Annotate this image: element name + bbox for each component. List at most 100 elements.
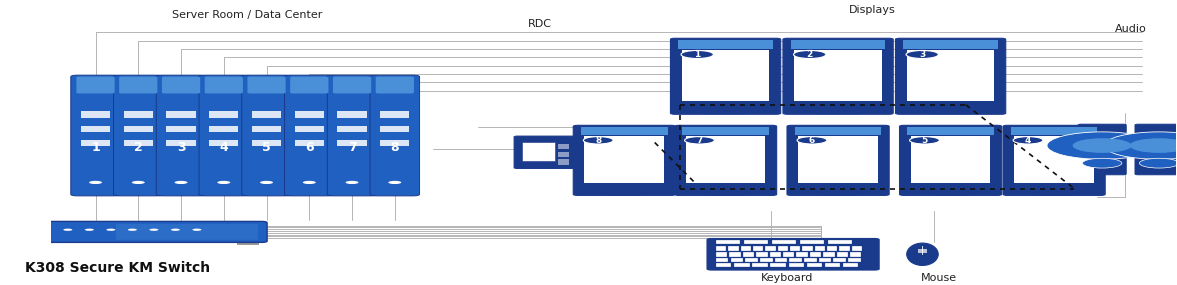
Bar bbox=[804, 258, 817, 262]
Bar bbox=[903, 40, 998, 49]
Text: Keyboard: Keyboard bbox=[762, 273, 813, 283]
Bar bbox=[166, 111, 195, 118]
Text: 1: 1 bbox=[694, 50, 700, 59]
FancyBboxPatch shape bbox=[0, 224, 18, 240]
FancyBboxPatch shape bbox=[241, 75, 291, 196]
Circle shape bbox=[218, 181, 231, 184]
Bar bbox=[752, 263, 767, 267]
Circle shape bbox=[260, 181, 273, 184]
Circle shape bbox=[584, 137, 613, 144]
Text: Audio: Audio bbox=[1115, 24, 1146, 34]
Bar bbox=[1051, 184, 1057, 192]
Bar bbox=[836, 184, 840, 192]
Text: 1: 1 bbox=[91, 141, 100, 154]
Bar bbox=[621, 184, 627, 192]
Bar bbox=[166, 140, 195, 146]
Text: RDC: RDC bbox=[528, 19, 552, 29]
Text: 2: 2 bbox=[134, 141, 142, 154]
FancyBboxPatch shape bbox=[0, 221, 267, 242]
FancyBboxPatch shape bbox=[929, 109, 972, 114]
Bar bbox=[681, 50, 770, 101]
FancyBboxPatch shape bbox=[573, 125, 676, 196]
Bar bbox=[81, 140, 111, 146]
Bar bbox=[581, 127, 667, 135]
Bar bbox=[757, 252, 767, 256]
FancyBboxPatch shape bbox=[1135, 124, 1177, 175]
Bar bbox=[852, 246, 862, 251]
Bar bbox=[558, 144, 570, 149]
Bar bbox=[814, 246, 825, 251]
Bar bbox=[753, 246, 764, 251]
Bar bbox=[819, 258, 831, 262]
Bar bbox=[585, 137, 664, 183]
Bar bbox=[947, 102, 953, 111]
Circle shape bbox=[1130, 138, 1177, 153]
FancyBboxPatch shape bbox=[375, 77, 414, 93]
FancyBboxPatch shape bbox=[931, 190, 971, 195]
Bar bbox=[806, 263, 822, 267]
Bar bbox=[829, 240, 852, 244]
Circle shape bbox=[171, 229, 180, 231]
Bar bbox=[338, 140, 367, 146]
Circle shape bbox=[1083, 158, 1122, 168]
FancyBboxPatch shape bbox=[787, 125, 889, 196]
Bar bbox=[294, 140, 324, 146]
FancyBboxPatch shape bbox=[707, 239, 879, 270]
FancyBboxPatch shape bbox=[199, 75, 248, 196]
FancyBboxPatch shape bbox=[327, 75, 377, 196]
Bar bbox=[745, 258, 758, 262]
Bar bbox=[740, 246, 751, 251]
Text: 2: 2 bbox=[806, 50, 813, 59]
Circle shape bbox=[128, 229, 137, 231]
Bar bbox=[791, 40, 885, 49]
Bar bbox=[210, 125, 239, 132]
Bar bbox=[124, 140, 153, 146]
Bar bbox=[743, 252, 754, 256]
FancyBboxPatch shape bbox=[247, 77, 286, 93]
Bar bbox=[1015, 137, 1093, 183]
Bar bbox=[252, 111, 281, 118]
Bar bbox=[770, 252, 782, 256]
FancyBboxPatch shape bbox=[291, 77, 328, 93]
Circle shape bbox=[42, 229, 51, 231]
Bar bbox=[850, 252, 862, 256]
Bar bbox=[558, 159, 570, 165]
Text: 7: 7 bbox=[347, 141, 357, 154]
Bar bbox=[252, 125, 281, 132]
Bar bbox=[783, 252, 794, 256]
Bar bbox=[716, 252, 727, 256]
Circle shape bbox=[149, 229, 159, 231]
Bar bbox=[729, 246, 739, 251]
Circle shape bbox=[132, 181, 145, 184]
Bar bbox=[81, 125, 111, 132]
Text: 7: 7 bbox=[697, 136, 703, 145]
Circle shape bbox=[797, 137, 827, 144]
Bar bbox=[906, 50, 995, 101]
Bar bbox=[907, 127, 993, 135]
Bar bbox=[834, 102, 842, 111]
Circle shape bbox=[906, 50, 938, 58]
Bar bbox=[778, 246, 789, 251]
Text: 8: 8 bbox=[391, 141, 399, 154]
Bar bbox=[789, 263, 804, 267]
Bar bbox=[790, 258, 802, 262]
Bar bbox=[911, 137, 990, 183]
FancyBboxPatch shape bbox=[1003, 125, 1105, 196]
Text: 5: 5 bbox=[262, 141, 271, 154]
Bar bbox=[521, 142, 554, 161]
Bar bbox=[760, 258, 772, 262]
Text: 3: 3 bbox=[177, 141, 185, 154]
FancyBboxPatch shape bbox=[370, 75, 419, 196]
Bar bbox=[947, 184, 953, 192]
Bar bbox=[237, 241, 259, 245]
Bar bbox=[734, 263, 750, 267]
Circle shape bbox=[192, 229, 201, 231]
Bar bbox=[716, 263, 731, 267]
Bar bbox=[827, 246, 838, 251]
Text: 8: 8 bbox=[596, 136, 601, 145]
Bar bbox=[731, 258, 743, 262]
Bar bbox=[744, 240, 767, 244]
FancyBboxPatch shape bbox=[162, 77, 200, 93]
FancyBboxPatch shape bbox=[514, 136, 577, 168]
Bar bbox=[849, 258, 860, 262]
